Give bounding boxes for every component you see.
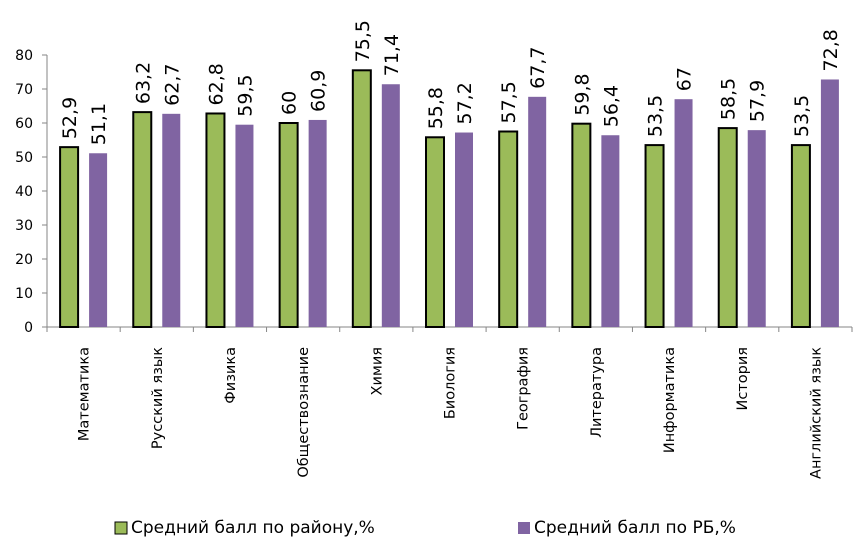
data-label: 56,4: [600, 85, 622, 127]
bar-district: [351, 69, 372, 329]
data-label: 57,5: [498, 81, 520, 123]
data-label: 62,7: [161, 64, 183, 106]
data-label: 60: [279, 91, 301, 115]
legend-label: Средний балл по РБ,%: [534, 518, 736, 538]
bar-republic: [601, 135, 620, 327]
bar-district: [132, 111, 153, 329]
legend-label: Средний балл по району,%: [131, 518, 375, 538]
bar-district: [498, 130, 519, 328]
y-tick-label: 60: [15, 116, 33, 132]
bar-republic: [674, 99, 693, 327]
y-tick-label: 20: [15, 252, 33, 268]
bar-republic: [455, 132, 473, 327]
data-label: 67,7: [527, 47, 549, 89]
bar-republic: [528, 96, 547, 327]
category-label: Физика: [223, 347, 239, 404]
data-label: 53,5: [645, 95, 667, 137]
category-label: Литература: [589, 347, 605, 438]
y-tick-label: 50: [15, 150, 33, 166]
bar-district: [644, 144, 665, 328]
data-label: 72,8: [820, 29, 842, 71]
data-label: 52,9: [59, 97, 81, 139]
category-label: Обществознание: [296, 347, 312, 478]
y-tick-label: 30: [15, 218, 33, 234]
category-label: Английский язык: [808, 347, 824, 479]
bar-republic: [820, 79, 839, 327]
bar-republic: [162, 113, 181, 327]
bar-district: [425, 136, 445, 328]
category-label: Химия: [369, 347, 385, 395]
bar-district: [717, 127, 738, 328]
bar-district: [571, 122, 592, 329]
bar-republic: [235, 124, 254, 327]
data-label: 57,2: [454, 82, 476, 124]
data-label: 71,4: [381, 34, 403, 76]
category-label: География: [516, 347, 532, 430]
y-tick-label: 70: [15, 82, 33, 98]
bar-district: [59, 146, 80, 328]
data-label: 60,9: [308, 70, 330, 112]
data-label: 75,5: [352, 20, 374, 62]
data-label: 53,5: [791, 95, 813, 137]
bar-district: [278, 122, 299, 328]
y-tick-label: 40: [15, 184, 33, 200]
bar-republic: [747, 130, 766, 327]
data-label: 58,5: [718, 78, 740, 120]
data-label: 62,8: [205, 63, 227, 105]
category-label: Информатика: [662, 347, 678, 453]
category-label: Биология: [443, 347, 459, 419]
y-tick-label: 10: [15, 286, 33, 302]
bar-republic: [308, 119, 327, 327]
category-label: Русский язык: [150, 347, 166, 449]
legend-swatch: [518, 522, 530, 534]
y-tick-label: 80: [15, 48, 33, 64]
legend-swatch: [114, 521, 128, 535]
bar-republic: [381, 84, 400, 328]
y-tick-label: 0: [24, 320, 33, 336]
bar-district: [205, 112, 226, 329]
data-label: 55,8: [425, 87, 447, 129]
bar-republic: [89, 153, 108, 327]
data-label: 59,8: [571, 73, 593, 115]
data-label: 57,9: [747, 80, 769, 122]
data-label: 51,1: [88, 103, 110, 145]
data-label: 63,2: [132, 62, 154, 104]
category-label: Математика: [77, 347, 93, 441]
data-label: 67: [674, 67, 696, 91]
data-label: 59,5: [234, 74, 256, 116]
bar-district: [790, 144, 811, 328]
category-label: История: [735, 347, 751, 411]
